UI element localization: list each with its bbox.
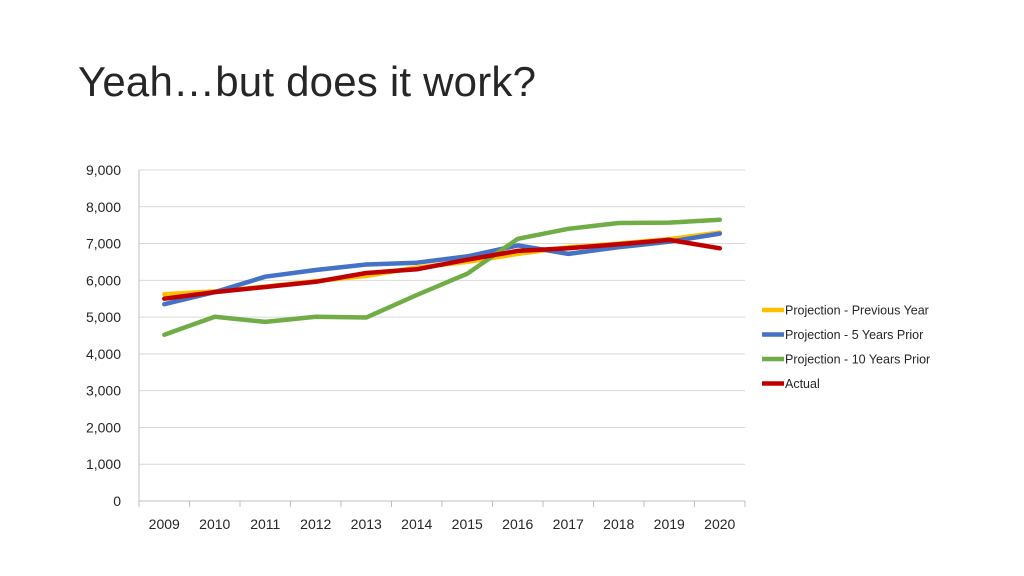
x-tick-label: 2012 bbox=[300, 516, 331, 532]
legend-label: Projection - 10 Years Prior bbox=[785, 353, 930, 367]
x-axis-ticks: 2009 2010 2011 2012 2013 2014 2015 2016 2017 2018… bbox=[138, 501, 746, 532]
x-tick-label: 2013 bbox=[351, 516, 382, 532]
series-line-1 bbox=[162, 231, 723, 307]
series-line-3 bbox=[162, 237, 723, 301]
y-tick-label: 8,000 bbox=[86, 199, 121, 215]
legend-label: Projection - 5 Years Prior bbox=[785, 328, 923, 342]
y-tick-label: 7,000 bbox=[86, 236, 121, 252]
x-tick-label: 2010 bbox=[199, 516, 230, 532]
x-tick-label: 2018 bbox=[603, 516, 634, 532]
legend-label: Actual bbox=[785, 377, 820, 391]
y-tick-label: 9,000 bbox=[86, 162, 121, 178]
y-tick-label: 5,000 bbox=[86, 309, 121, 325]
slide-title: Yeah…but does it work? bbox=[78, 58, 537, 105]
series-lines bbox=[162, 217, 723, 338]
legend-label: Projection - Previous Year bbox=[785, 304, 929, 318]
y-axis-ticks: 0 1,000 2,000 3,000 4,000 5,000 6,000 7,000 8,00… bbox=[86, 162, 121, 509]
y-tick-label: 1,000 bbox=[86, 456, 121, 472]
axes bbox=[138, 170, 745, 502]
x-tick-label: 2019 bbox=[654, 516, 685, 532]
legend: Projection - Previous Year Projection - 5… bbox=[762, 304, 930, 391]
x-tick-label: 2017 bbox=[553, 516, 584, 532]
x-tick-label: 2016 bbox=[502, 516, 533, 532]
x-tick-label: 2015 bbox=[452, 516, 483, 532]
x-tick-label: 2011 bbox=[250, 516, 280, 532]
y-tick-label: 4,000 bbox=[86, 346, 121, 362]
x-tick-label: 2009 bbox=[149, 516, 180, 532]
y-tick-label: 3,000 bbox=[86, 383, 121, 399]
series-line-2 bbox=[162, 217, 723, 338]
y-tick-label: 2,000 bbox=[86, 419, 121, 435]
x-tick-label: 2014 bbox=[401, 516, 432, 532]
y-tick-label: 6,000 bbox=[86, 272, 121, 288]
x-tick-label: 2020 bbox=[704, 516, 735, 532]
y-tick-label: 0 bbox=[113, 493, 121, 509]
